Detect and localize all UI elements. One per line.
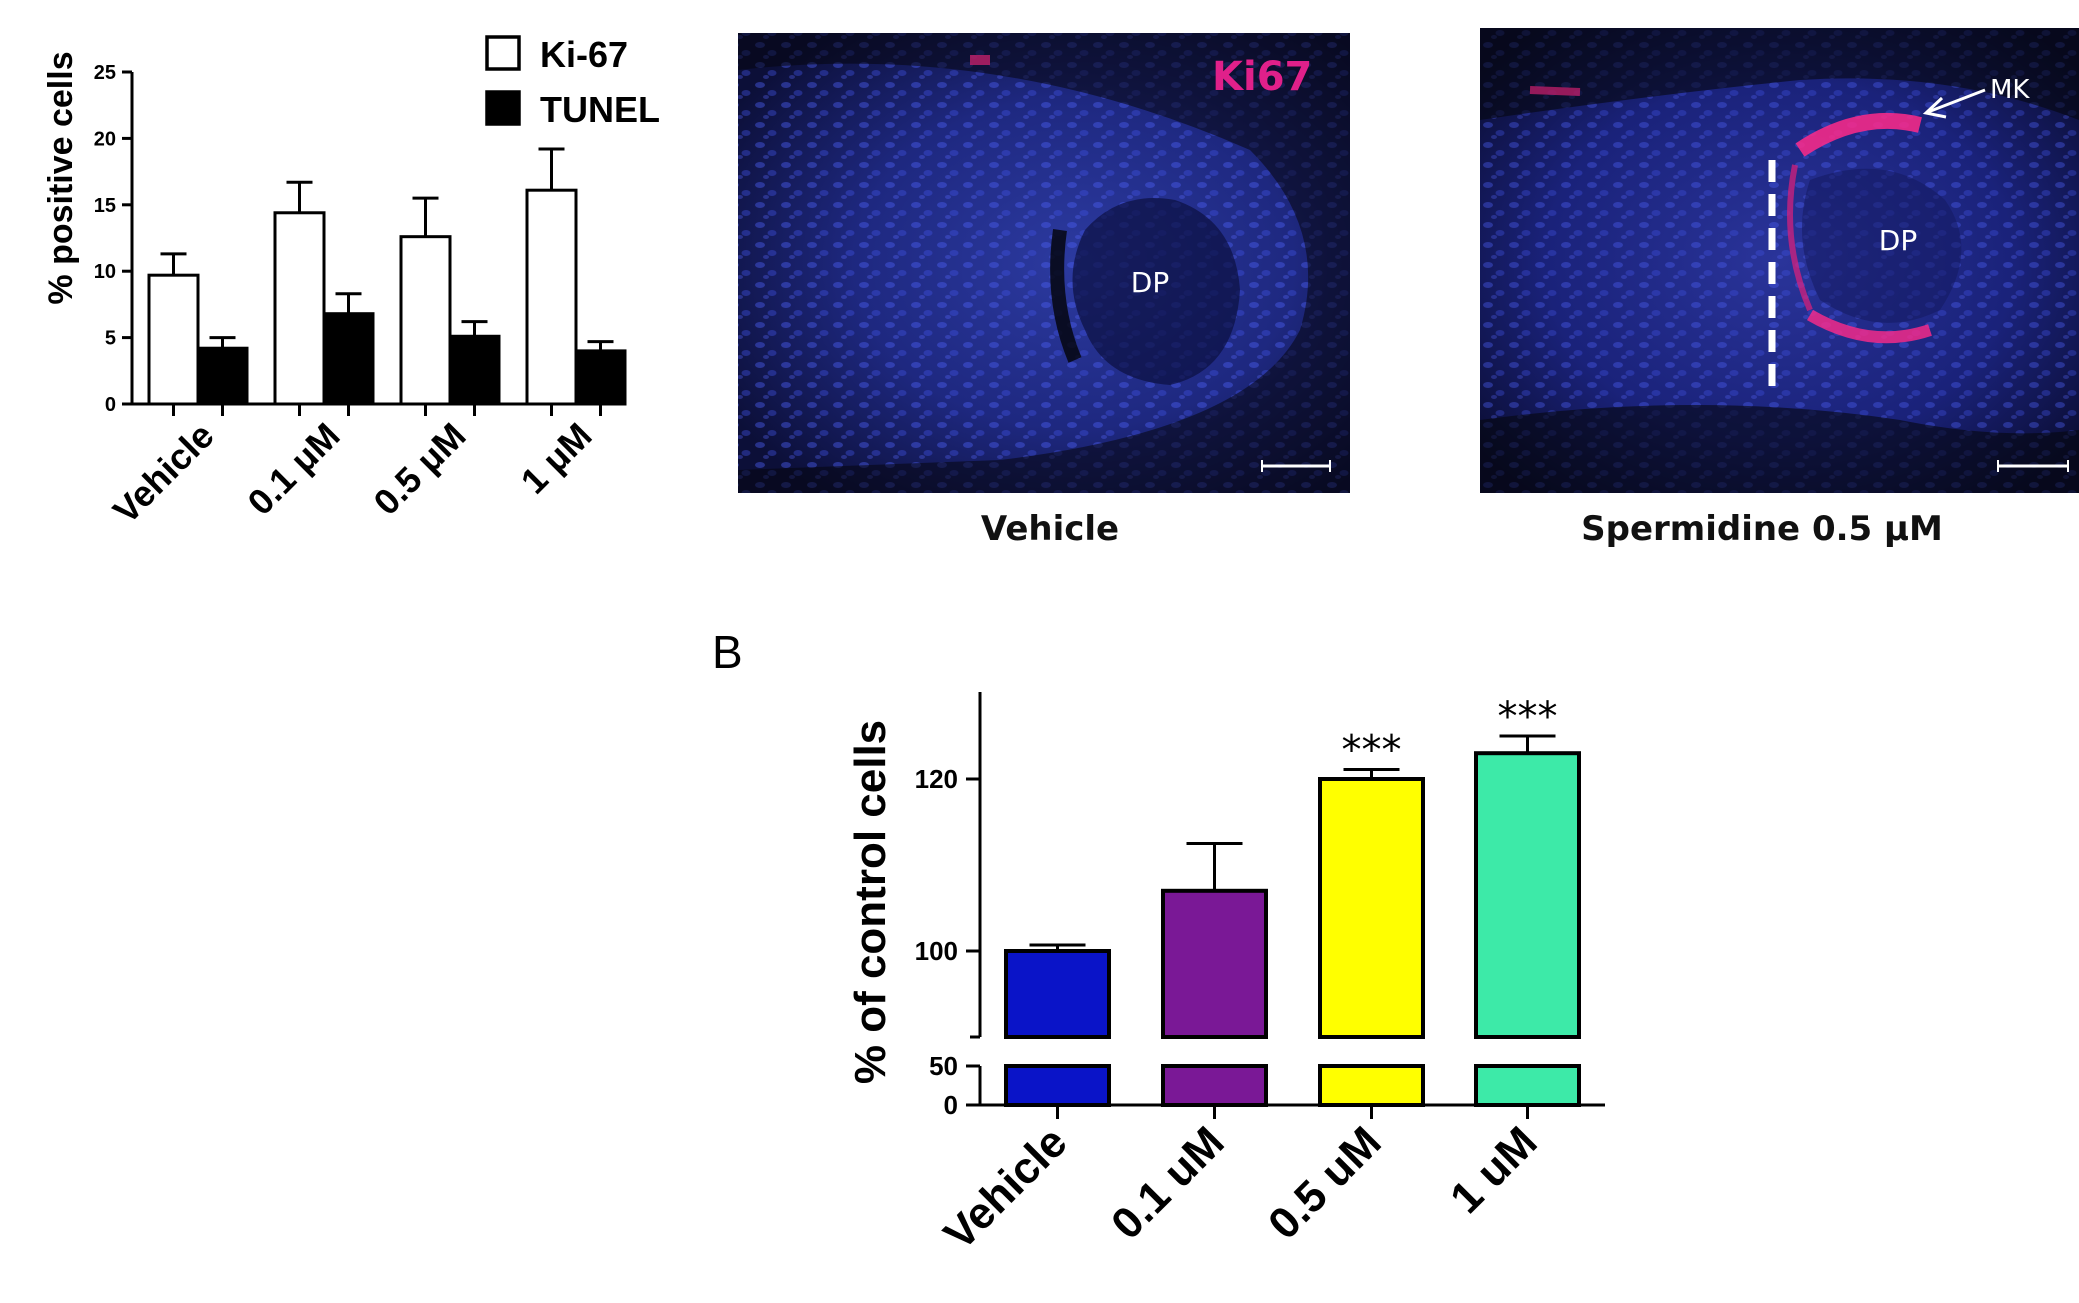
micrograph-vehicle-stain-label: Ki67 bbox=[1212, 54, 1312, 100]
chart-a-ytick-label: 15 bbox=[94, 195, 116, 217]
chart-b-bar-lower bbox=[1161, 1064, 1268, 1107]
micrograph-spermidine: DP MK bbox=[1480, 28, 2079, 493]
chart-a-bar-tunel bbox=[196, 346, 249, 406]
chart-a-ytick-label: 20 bbox=[94, 128, 116, 150]
chart-b-bar bbox=[1161, 888, 1268, 1039]
chart-a-legend: Ki-67 TUNEL bbox=[485, 34, 660, 130]
micrograph-vehicle: Ki67 DP bbox=[738, 33, 1350, 493]
chart-a-bar-ki-67 bbox=[399, 235, 452, 406]
chart-b-bar-lower bbox=[1474, 1064, 1581, 1107]
chart-b-category-label: 0.1 uM bbox=[1102, 1117, 1233, 1248]
chart-b-significance-label: *** bbox=[1498, 694, 1558, 740]
chart-a-ytick-label: 25 bbox=[94, 62, 116, 84]
chart-a-category-label: Vehicle bbox=[105, 415, 222, 532]
legend-label-tunel: TUNEL bbox=[540, 89, 660, 130]
chart-a-bar-ki-67 bbox=[147, 273, 200, 406]
chart-b-bar bbox=[1004, 949, 1111, 1039]
chart-a-ylabel: % positive cells bbox=[42, 51, 80, 304]
micrograph-spermidine-arrow bbox=[1922, 88, 1986, 119]
chart-b-ytick-label-lower: 0 bbox=[944, 1090, 958, 1120]
chart-a: 0 5 10 15 20 25 Vehicle 0.1 μM 0.5 μM 1 μM % posi… bbox=[42, 34, 660, 531]
chart-b-bar-lower bbox=[1318, 1064, 1425, 1107]
chart-b-category-label: Vehicle bbox=[935, 1117, 1077, 1259]
chart-b-bars bbox=[1004, 734, 1581, 1107]
chart-a-bars bbox=[147, 147, 627, 406]
chart-a-category-label: 0.1 μM bbox=[239, 415, 347, 523]
micrograph-spermidine-region-label: DP bbox=[1879, 224, 1917, 257]
chart-b-ytick-label: 100 bbox=[915, 936, 958, 966]
chart-a-bar-tunel bbox=[574, 349, 627, 406]
chart-b: B 100 120 0 50 Vehicle 0.1 uM *** 0.5 uM *** 1 uM… bbox=[712, 626, 1605, 1259]
panel-label-b: B bbox=[712, 626, 743, 678]
chart-a-bar-ki-67 bbox=[525, 188, 578, 406]
micrograph-spermidine-arrow-label: MK bbox=[1990, 75, 2030, 105]
micrograph-vehicle-caption: Vehicle bbox=[981, 509, 1119, 549]
micrograph-spermidine-caption: Spermidine 0.5 μM bbox=[1581, 509, 1943, 549]
chart-a-bar-ki-67 bbox=[273, 211, 326, 406]
legend-swatch-tunel bbox=[485, 90, 521, 126]
chart-b-bar bbox=[1474, 751, 1581, 1039]
chart-b-bar-lower bbox=[1004, 1064, 1111, 1107]
chart-a-category-label: 0.5 μM bbox=[365, 415, 473, 523]
chart-a-bar-tunel bbox=[448, 334, 501, 406]
chart-b-ytick-label-lower: 50 bbox=[929, 1051, 958, 1081]
chart-b-bar bbox=[1318, 777, 1425, 1039]
chart-b-category-label: 0.5 uM bbox=[1259, 1117, 1390, 1248]
chart-a-bar-tunel bbox=[322, 312, 375, 406]
micrograph-vehicle-region-label: DP bbox=[1131, 266, 1169, 299]
legend-label-ki67: Ki-67 bbox=[540, 34, 628, 75]
chart-b-significance-label: *** bbox=[1342, 728, 1402, 774]
chart-a-ytick-label: 5 bbox=[105, 328, 116, 350]
chart-a-category-label: 1 μM bbox=[513, 415, 600, 502]
chart-a-ytick-label: 10 bbox=[94, 261, 116, 283]
chart-b-ytick-label: 120 bbox=[915, 764, 958, 794]
chart-b-category-label: 1 uM bbox=[1441, 1117, 1547, 1223]
chart-b-ylabel: % of control cells bbox=[846, 720, 895, 1084]
chart-a-ytick-label: 0 bbox=[105, 394, 116, 416]
legend-swatch-ki67 bbox=[485, 35, 521, 71]
